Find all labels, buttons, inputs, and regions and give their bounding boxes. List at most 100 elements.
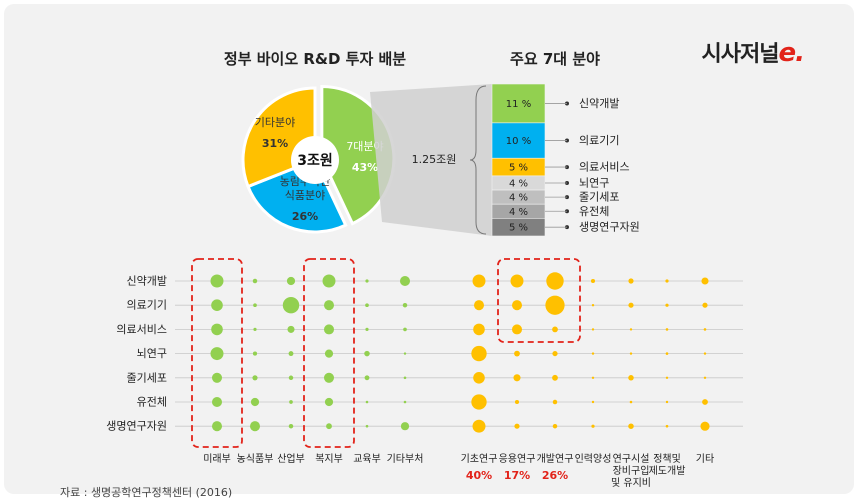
pie-slice-label: 기타분야 xyxy=(255,116,295,129)
pie-chart-title: 정부 바이오 R&D 투자 배분 xyxy=(223,50,407,68)
total-brace xyxy=(469,85,487,235)
bar-segment-value: 4 % xyxy=(509,193,528,204)
bubble xyxy=(665,303,669,307)
bubble xyxy=(471,345,487,362)
bubble xyxy=(211,372,223,383)
matrix-column-share: 17% xyxy=(504,469,530,482)
bar-segment-value: 4 % xyxy=(509,178,528,189)
bar-segment-value: 10 % xyxy=(506,136,531,147)
bubble xyxy=(364,375,370,381)
bubble xyxy=(324,397,334,407)
bubble xyxy=(365,279,369,283)
matrix-row-label: 의료기기 xyxy=(127,299,167,312)
bubble xyxy=(703,376,707,379)
bubble xyxy=(514,350,520,357)
matrix-column-label: 기타 xyxy=(696,453,714,465)
bubble xyxy=(323,324,335,335)
matrix-column-share: 26% xyxy=(542,469,568,482)
bubble xyxy=(552,351,558,357)
bubble xyxy=(628,375,634,381)
bubble xyxy=(323,372,335,383)
connector-wedge xyxy=(370,84,492,236)
bubble xyxy=(211,299,223,312)
bubble xyxy=(591,400,595,404)
pie-slice-label: 식품분야 xyxy=(285,189,325,202)
bubble xyxy=(628,423,634,429)
matrix-row-label: 줄기세포 xyxy=(127,371,167,384)
bubble xyxy=(591,376,595,379)
bubble xyxy=(399,275,411,287)
matrix-row-label: 신약개발 xyxy=(127,274,167,288)
bubble xyxy=(510,274,524,288)
bar-category-label: 의료기기 xyxy=(579,134,619,147)
pie-slice-value: 31% xyxy=(262,137,288,150)
matrix-column-label: 개발연구 xyxy=(537,453,574,465)
bubble xyxy=(629,328,633,331)
matrix-column-label: 복지부 xyxy=(315,453,343,465)
bar-category-label: 의료서비스 xyxy=(579,161,630,174)
logo-e: e. xyxy=(778,38,804,68)
bubble xyxy=(473,372,485,384)
bubble xyxy=(326,423,332,430)
bubble xyxy=(472,274,486,288)
bubble xyxy=(473,323,485,336)
bubble xyxy=(400,422,410,431)
bar-category-label: 줄기세포 xyxy=(579,191,619,204)
bubble xyxy=(402,302,408,308)
bubble xyxy=(473,300,485,311)
bubble xyxy=(628,302,634,308)
pie-center-hole xyxy=(291,136,339,184)
logo-text: 시사저널 xyxy=(701,42,780,67)
matrix-column-share: 40% xyxy=(466,469,492,482)
bubble xyxy=(211,323,223,336)
bubble xyxy=(590,278,596,284)
bubble xyxy=(403,400,407,404)
bubble xyxy=(629,400,633,404)
highlight-box xyxy=(303,258,355,448)
matrix-column-label: 인력양성 xyxy=(575,453,612,465)
bubble xyxy=(286,276,296,286)
bubble xyxy=(365,303,369,308)
bar-chart-title: 주요 7대 분야 xyxy=(510,50,600,68)
bubble xyxy=(210,274,224,288)
bar-total-label: 1.25조원 xyxy=(412,153,457,166)
bubble xyxy=(591,304,595,307)
bubble xyxy=(665,400,669,404)
bubble xyxy=(252,351,258,356)
highlight-box xyxy=(497,258,581,343)
bubble xyxy=(552,326,558,333)
matrix-column-label: 정책및 xyxy=(653,453,681,465)
bubble xyxy=(250,397,260,407)
bar-category-label: 신약개발 xyxy=(579,96,619,110)
bar-segment-value: 5 % xyxy=(509,223,528,234)
bubble xyxy=(253,303,257,308)
bubble xyxy=(703,352,707,355)
matrix-column-label: 및 유지비 xyxy=(611,477,651,489)
matrix-row-label: 생명연구자원 xyxy=(106,420,167,433)
bubble xyxy=(323,300,335,311)
matrix-column-label: 기타부처 xyxy=(387,453,424,465)
bubble xyxy=(365,424,369,428)
bubble xyxy=(700,421,710,431)
bubble xyxy=(324,349,334,358)
bubble xyxy=(211,421,223,432)
matrix-column-label: 산업부 xyxy=(277,452,305,465)
bubble xyxy=(288,351,294,357)
pie-center-label: 3조원 xyxy=(297,153,333,169)
bubble xyxy=(514,399,520,405)
bubble xyxy=(403,352,407,355)
bubble xyxy=(665,376,669,379)
bubble xyxy=(365,327,369,331)
bubble xyxy=(289,400,293,404)
bubble xyxy=(629,352,633,355)
bubble xyxy=(211,396,223,408)
bar-segment-value: 11 % xyxy=(506,99,531,110)
bubble xyxy=(249,421,261,432)
pie-slice-value: 26% xyxy=(292,210,318,223)
bubble xyxy=(210,347,224,361)
bubble xyxy=(546,272,564,290)
bubble xyxy=(252,375,258,381)
bubble xyxy=(552,423,558,429)
bubble xyxy=(702,399,708,405)
